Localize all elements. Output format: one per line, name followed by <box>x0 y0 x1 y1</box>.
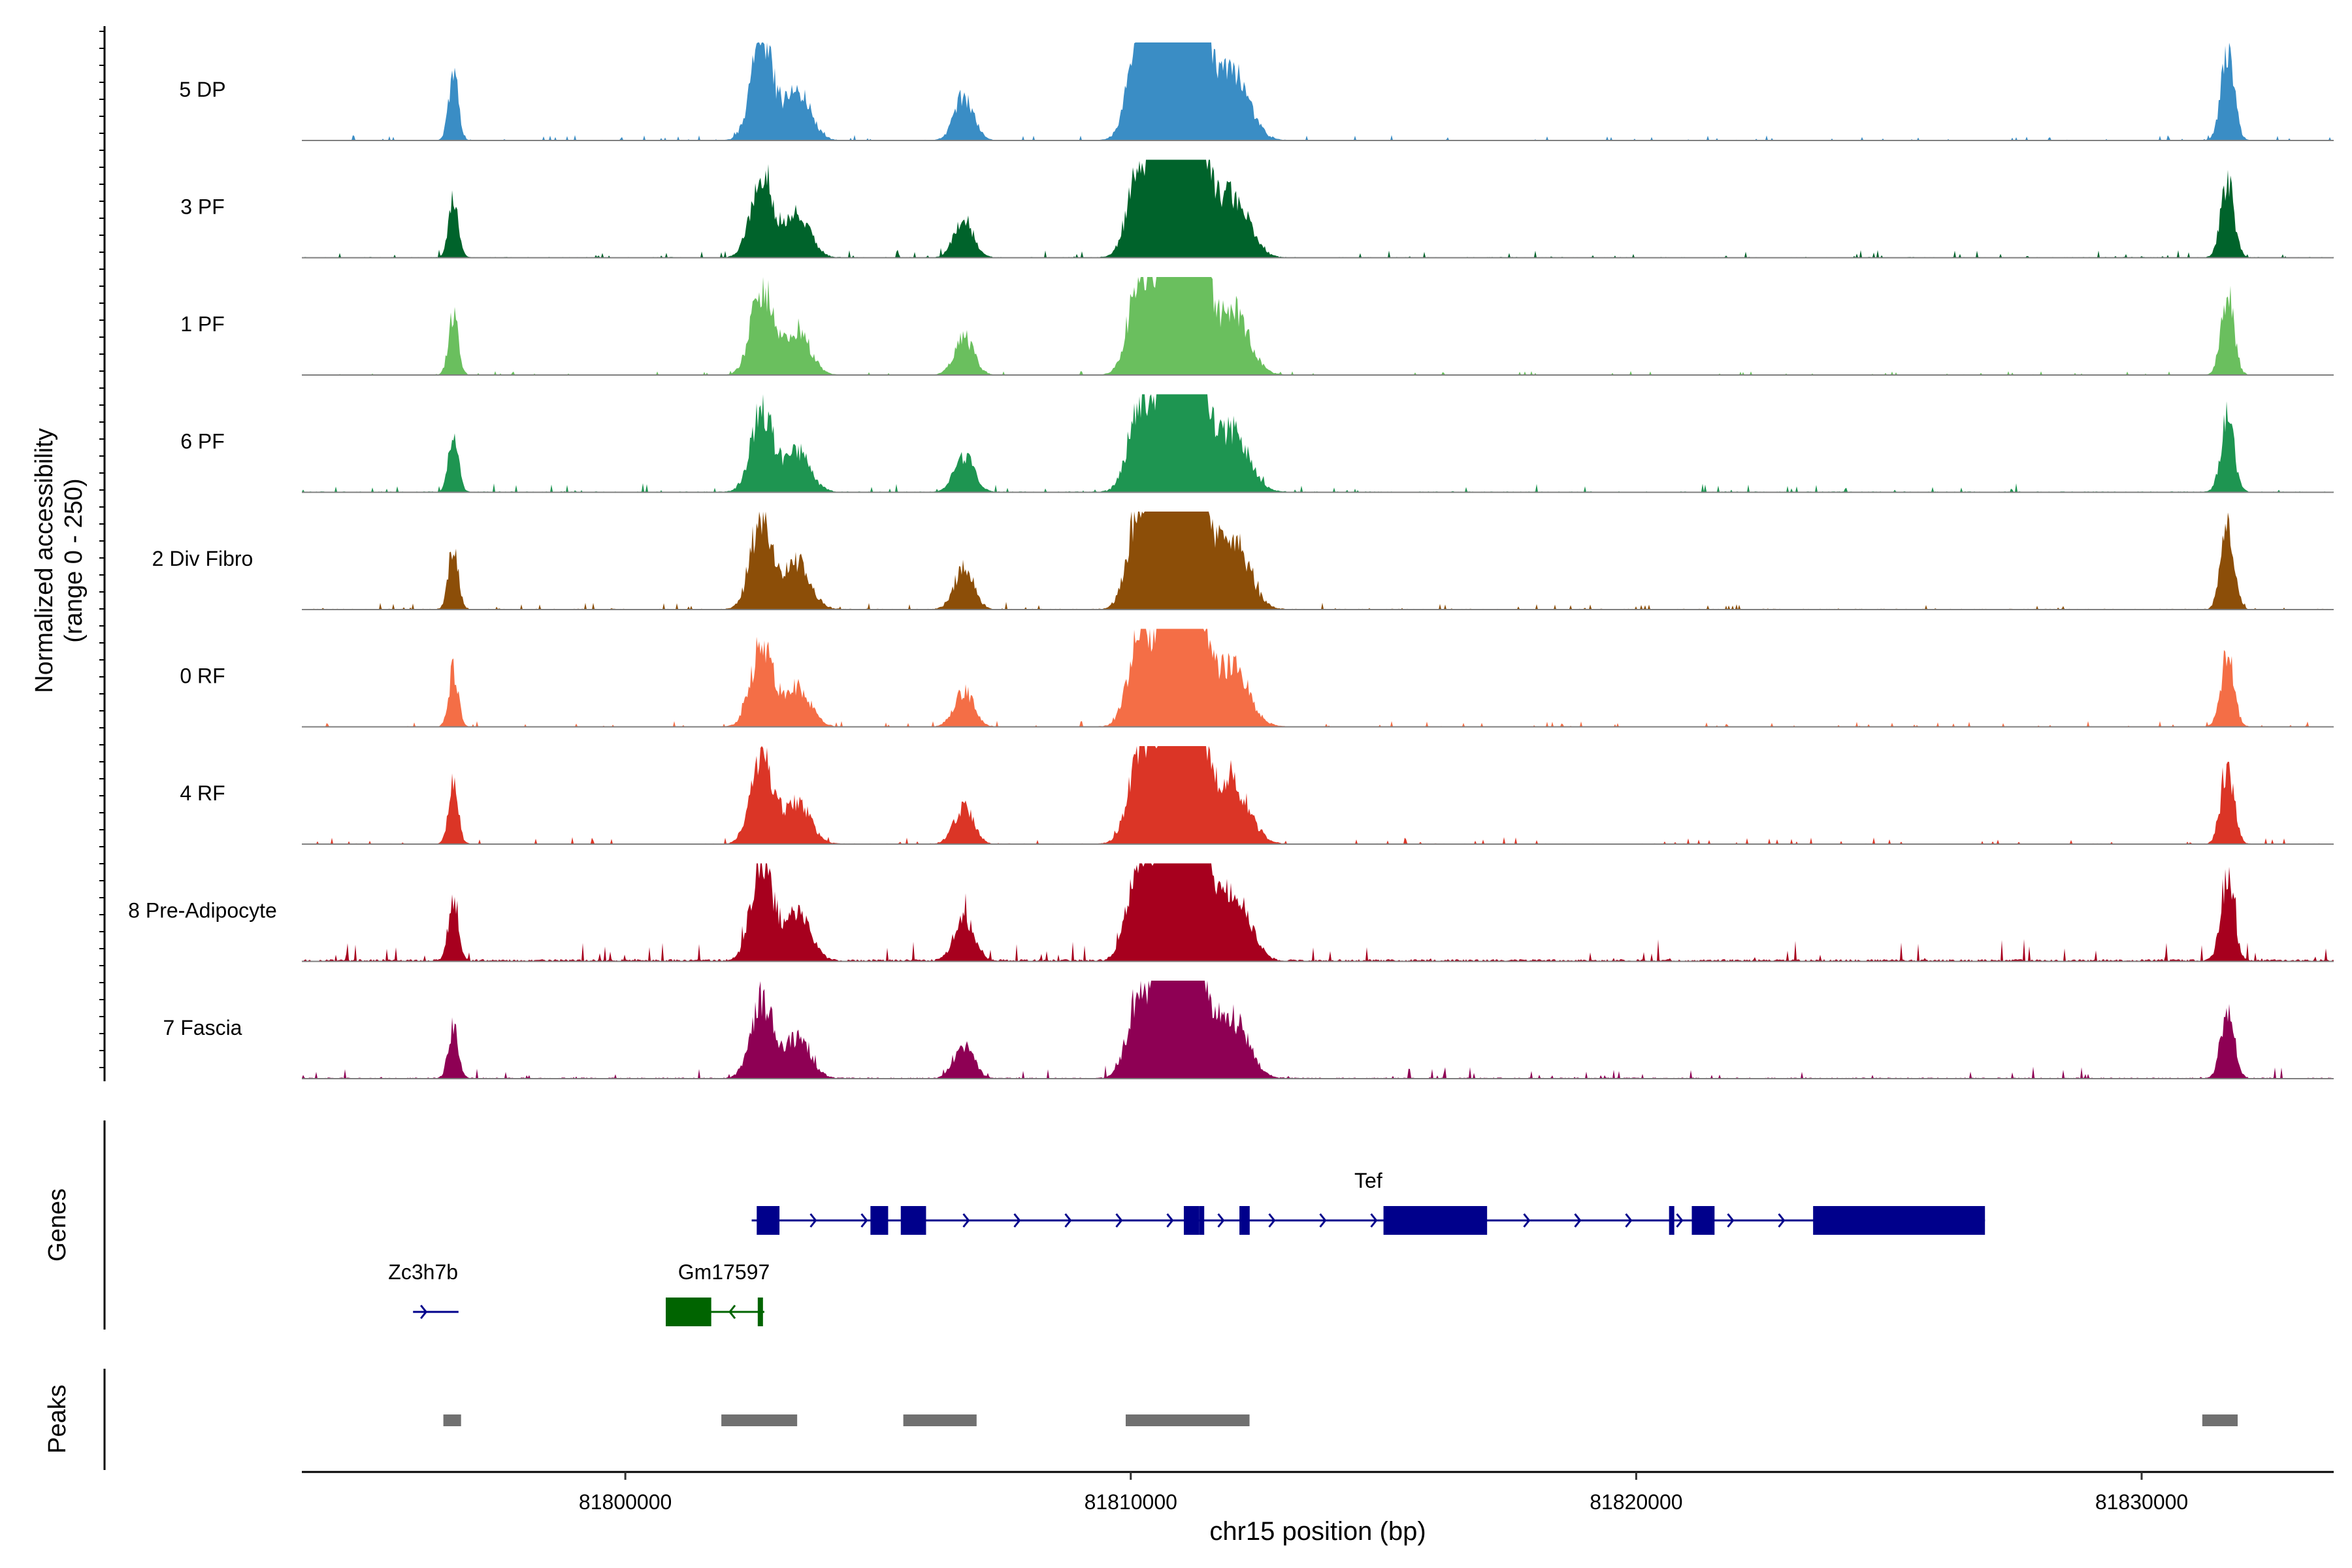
peak-regions <box>443 1414 2238 1426</box>
coverage-area <box>302 981 2334 1079</box>
strand-arrow <box>1217 1213 1225 1228</box>
track-label: 0 RF <box>180 664 225 688</box>
gene-label: Gm17597 <box>678 1260 770 1284</box>
track-label: 8 Pre-Adipocyte <box>128 899 277 923</box>
y-axis-ticks <box>99 31 105 1068</box>
peak-region <box>2202 1414 2238 1426</box>
exon <box>1199 1206 1205 1235</box>
track-7: 4 RF <box>180 746 2334 845</box>
peaks-label: Peaks <box>44 1384 71 1454</box>
exon <box>757 1298 763 1326</box>
strand-arrow <box>1574 1213 1582 1228</box>
strand-arrow <box>1268 1213 1276 1228</box>
exon <box>1813 1206 1985 1235</box>
coverage-area <box>302 159 2334 258</box>
gene-label: Zc3h7b <box>388 1260 458 1284</box>
exon <box>900 1206 926 1235</box>
x-tick-label: 81810000 <box>1085 1490 1177 1514</box>
strand-arrow <box>1625 1213 1633 1228</box>
gene-zc3h7b: Zc3h7b <box>388 1260 459 1319</box>
strand-arrow <box>1676 1213 1684 1228</box>
x-axis-label: chr15 position (bp) <box>1209 1517 1426 1546</box>
track-3: 1 PF <box>180 277 2334 376</box>
strand-arrow <box>1166 1213 1174 1228</box>
exon <box>757 1206 780 1235</box>
peak-region <box>903 1414 977 1426</box>
x-tick-label: 81800000 <box>579 1490 672 1514</box>
exon <box>870 1206 889 1235</box>
peak-region <box>443 1414 461 1426</box>
strand-arrow <box>809 1213 817 1228</box>
strand-arrow <box>1013 1213 1021 1228</box>
strand-arrow <box>1523 1213 1531 1228</box>
track-5: 2 Div Fibro <box>152 512 2334 610</box>
coverage-area <box>302 394 2334 493</box>
coverage-area <box>302 863 2334 962</box>
exon <box>666 1298 711 1326</box>
peak-region <box>721 1414 798 1426</box>
track-8: 8 Pre-Adipocyte <box>128 863 2334 962</box>
track-label: 3 PF <box>180 195 225 219</box>
strand-arrow <box>1064 1213 1072 1228</box>
strand-arrow <box>1370 1213 1378 1228</box>
track-6: 0 RF <box>180 629 2334 728</box>
track-2: 3 PF <box>180 159 2334 259</box>
strand-arrow <box>1319 1213 1327 1228</box>
track-9: 7 Fascia <box>163 981 2334 1079</box>
strand-arrow <box>1778 1213 1786 1228</box>
strand-arrow <box>420 1305 428 1319</box>
coverage-tracks: 5 DP 3 PF 1 PF 6 PF 2 Div Fibro 0 RF 4 RF 8 Pre… <box>128 42 2334 1079</box>
coverage-area <box>302 746 2334 844</box>
peak-region <box>1126 1414 1250 1426</box>
gene-annotations: Tef Zc3h7b Gm17597 <box>388 1169 1985 1326</box>
coverage-area <box>302 629 2334 727</box>
genes-label: Genes <box>44 1188 71 1262</box>
gene-label: Tef <box>1354 1169 1382 1192</box>
gene-gm17597: Gm17597 <box>666 1260 770 1326</box>
strand-arrow <box>728 1305 736 1319</box>
coverage-area <box>302 277 2334 375</box>
y-axis-label: Normalized accessibility <box>31 428 58 693</box>
exon <box>1383 1206 1488 1235</box>
x-axis-ticks: 81800000 81810000 81820000 81830000 <box>579 1472 2188 1514</box>
exon <box>1244 1206 1250 1235</box>
y-axis-label-range: (range 0 - 250) <box>60 478 88 642</box>
track-1: 5 DP <box>179 42 2334 141</box>
track-label: 2 Div Fibro <box>152 547 253 570</box>
track-label: 7 Fascia <box>163 1016 242 1039</box>
strand-arrow <box>1115 1213 1123 1228</box>
strand-arrow <box>860 1213 868 1228</box>
gene-tef: Tef <box>751 1169 1985 1235</box>
strand-arrow <box>962 1213 970 1228</box>
exon <box>1239 1206 1245 1235</box>
track-label: 1 PF <box>180 312 225 336</box>
strand-arrow <box>1727 1213 1735 1228</box>
track-label: 5 DP <box>179 78 225 101</box>
track-label: 6 PF <box>180 430 225 453</box>
exon <box>1183 1206 1189 1235</box>
track-4: 6 PF <box>180 394 2334 493</box>
exon <box>1669 1206 1674 1235</box>
track-label: 4 RF <box>180 781 225 805</box>
x-tick-label: 81820000 <box>1590 1490 1682 1514</box>
coverage-area <box>302 512 2334 610</box>
x-tick-label: 81830000 <box>2095 1490 2188 1514</box>
exon <box>1691 1206 1715 1235</box>
coverage-area <box>302 42 2334 140</box>
